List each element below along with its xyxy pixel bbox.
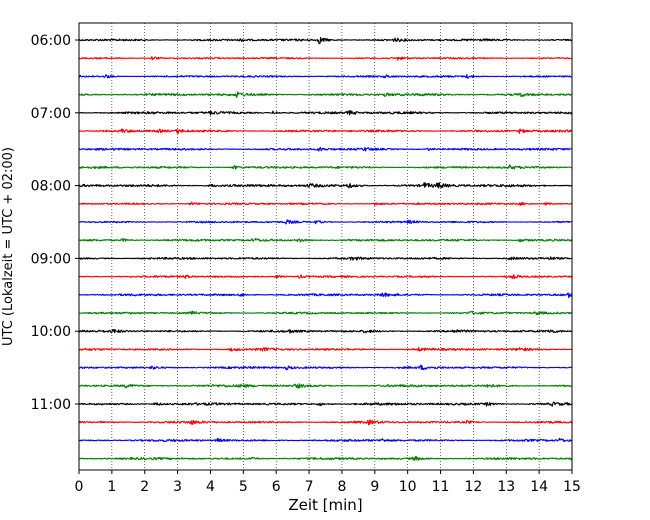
x-tick-label: 15 — [563, 479, 581, 495]
trace-1130 — [78, 437, 573, 443]
trace-0630 — [78, 73, 573, 79]
y-tick-label: 08:00 — [31, 179, 71, 195]
y-tick-label: 07:00 — [31, 106, 71, 122]
x-tick-label: 14 — [530, 479, 548, 495]
trace-1115 — [78, 419, 573, 426]
x-tick-label: 9 — [370, 479, 379, 495]
x-tick-label: 7 — [305, 479, 314, 495]
y-tick-label: 10:00 — [31, 324, 71, 340]
x-tick-label: 6 — [272, 479, 281, 495]
plot-frame — [78, 22, 573, 471]
x-tick-label: 12 — [464, 479, 482, 495]
x-tick-label: 2 — [140, 479, 149, 495]
trace-0830 — [78, 219, 573, 225]
trace-0945 — [78, 310, 573, 316]
trace-1015 — [78, 346, 573, 352]
x-gridlines — [111, 23, 540, 470]
trace-0915 — [78, 274, 573, 280]
y-tick-label: 06:00 — [31, 33, 71, 49]
trace-0845 — [78, 238, 573, 243]
trace-0930 — [78, 292, 573, 299]
y-axis-ticks: 06:00 07:00 08:00 09:00 10:00 11:00 — [31, 33, 79, 413]
y-tick-label: 09:00 — [31, 251, 71, 267]
trace-0815 — [78, 201, 573, 206]
trace-0615 — [78, 56, 573, 61]
trace-0715 — [78, 128, 573, 134]
x-axis-label: Zeit [min] — [288, 496, 362, 514]
trace-1145 — [78, 455, 573, 462]
trace-1045 — [78, 383, 573, 389]
x-tick-label: 11 — [432, 479, 450, 495]
x-tick-label: 10 — [399, 479, 417, 495]
x-tick-label: 8 — [337, 479, 346, 495]
x-tick-label: 5 — [239, 479, 248, 495]
trace-0600 — [78, 36, 573, 45]
x-axis-ticks: 0 1 2 3 4 5 6 7 8 9 10 11 12 13 14 15 — [75, 470, 581, 495]
trace-0745 — [78, 164, 573, 170]
trace-1000 — [78, 328, 573, 334]
y-tick-label: 11:00 — [31, 397, 71, 413]
x-tick-label: 1 — [107, 479, 116, 495]
trace-0700 — [78, 110, 573, 116]
seismic-traces — [78, 36, 573, 462]
x-tick-label: 13 — [497, 479, 515, 495]
trace-0900 — [78, 256, 573, 261]
x-tick-label: 4 — [206, 479, 215, 495]
trace-0730 — [78, 146, 573, 152]
trace-0645 — [78, 91, 573, 99]
x-tick-label: 3 — [173, 479, 182, 495]
trace-1030 — [78, 364, 573, 371]
x-tick-label: 0 — [75, 479, 84, 495]
trace-1100 — [78, 401, 573, 407]
trace-0800 — [78, 182, 573, 189]
y-axis-label: UTC (Lokalzeit = UTC + 02:00) — [1, 147, 16, 346]
